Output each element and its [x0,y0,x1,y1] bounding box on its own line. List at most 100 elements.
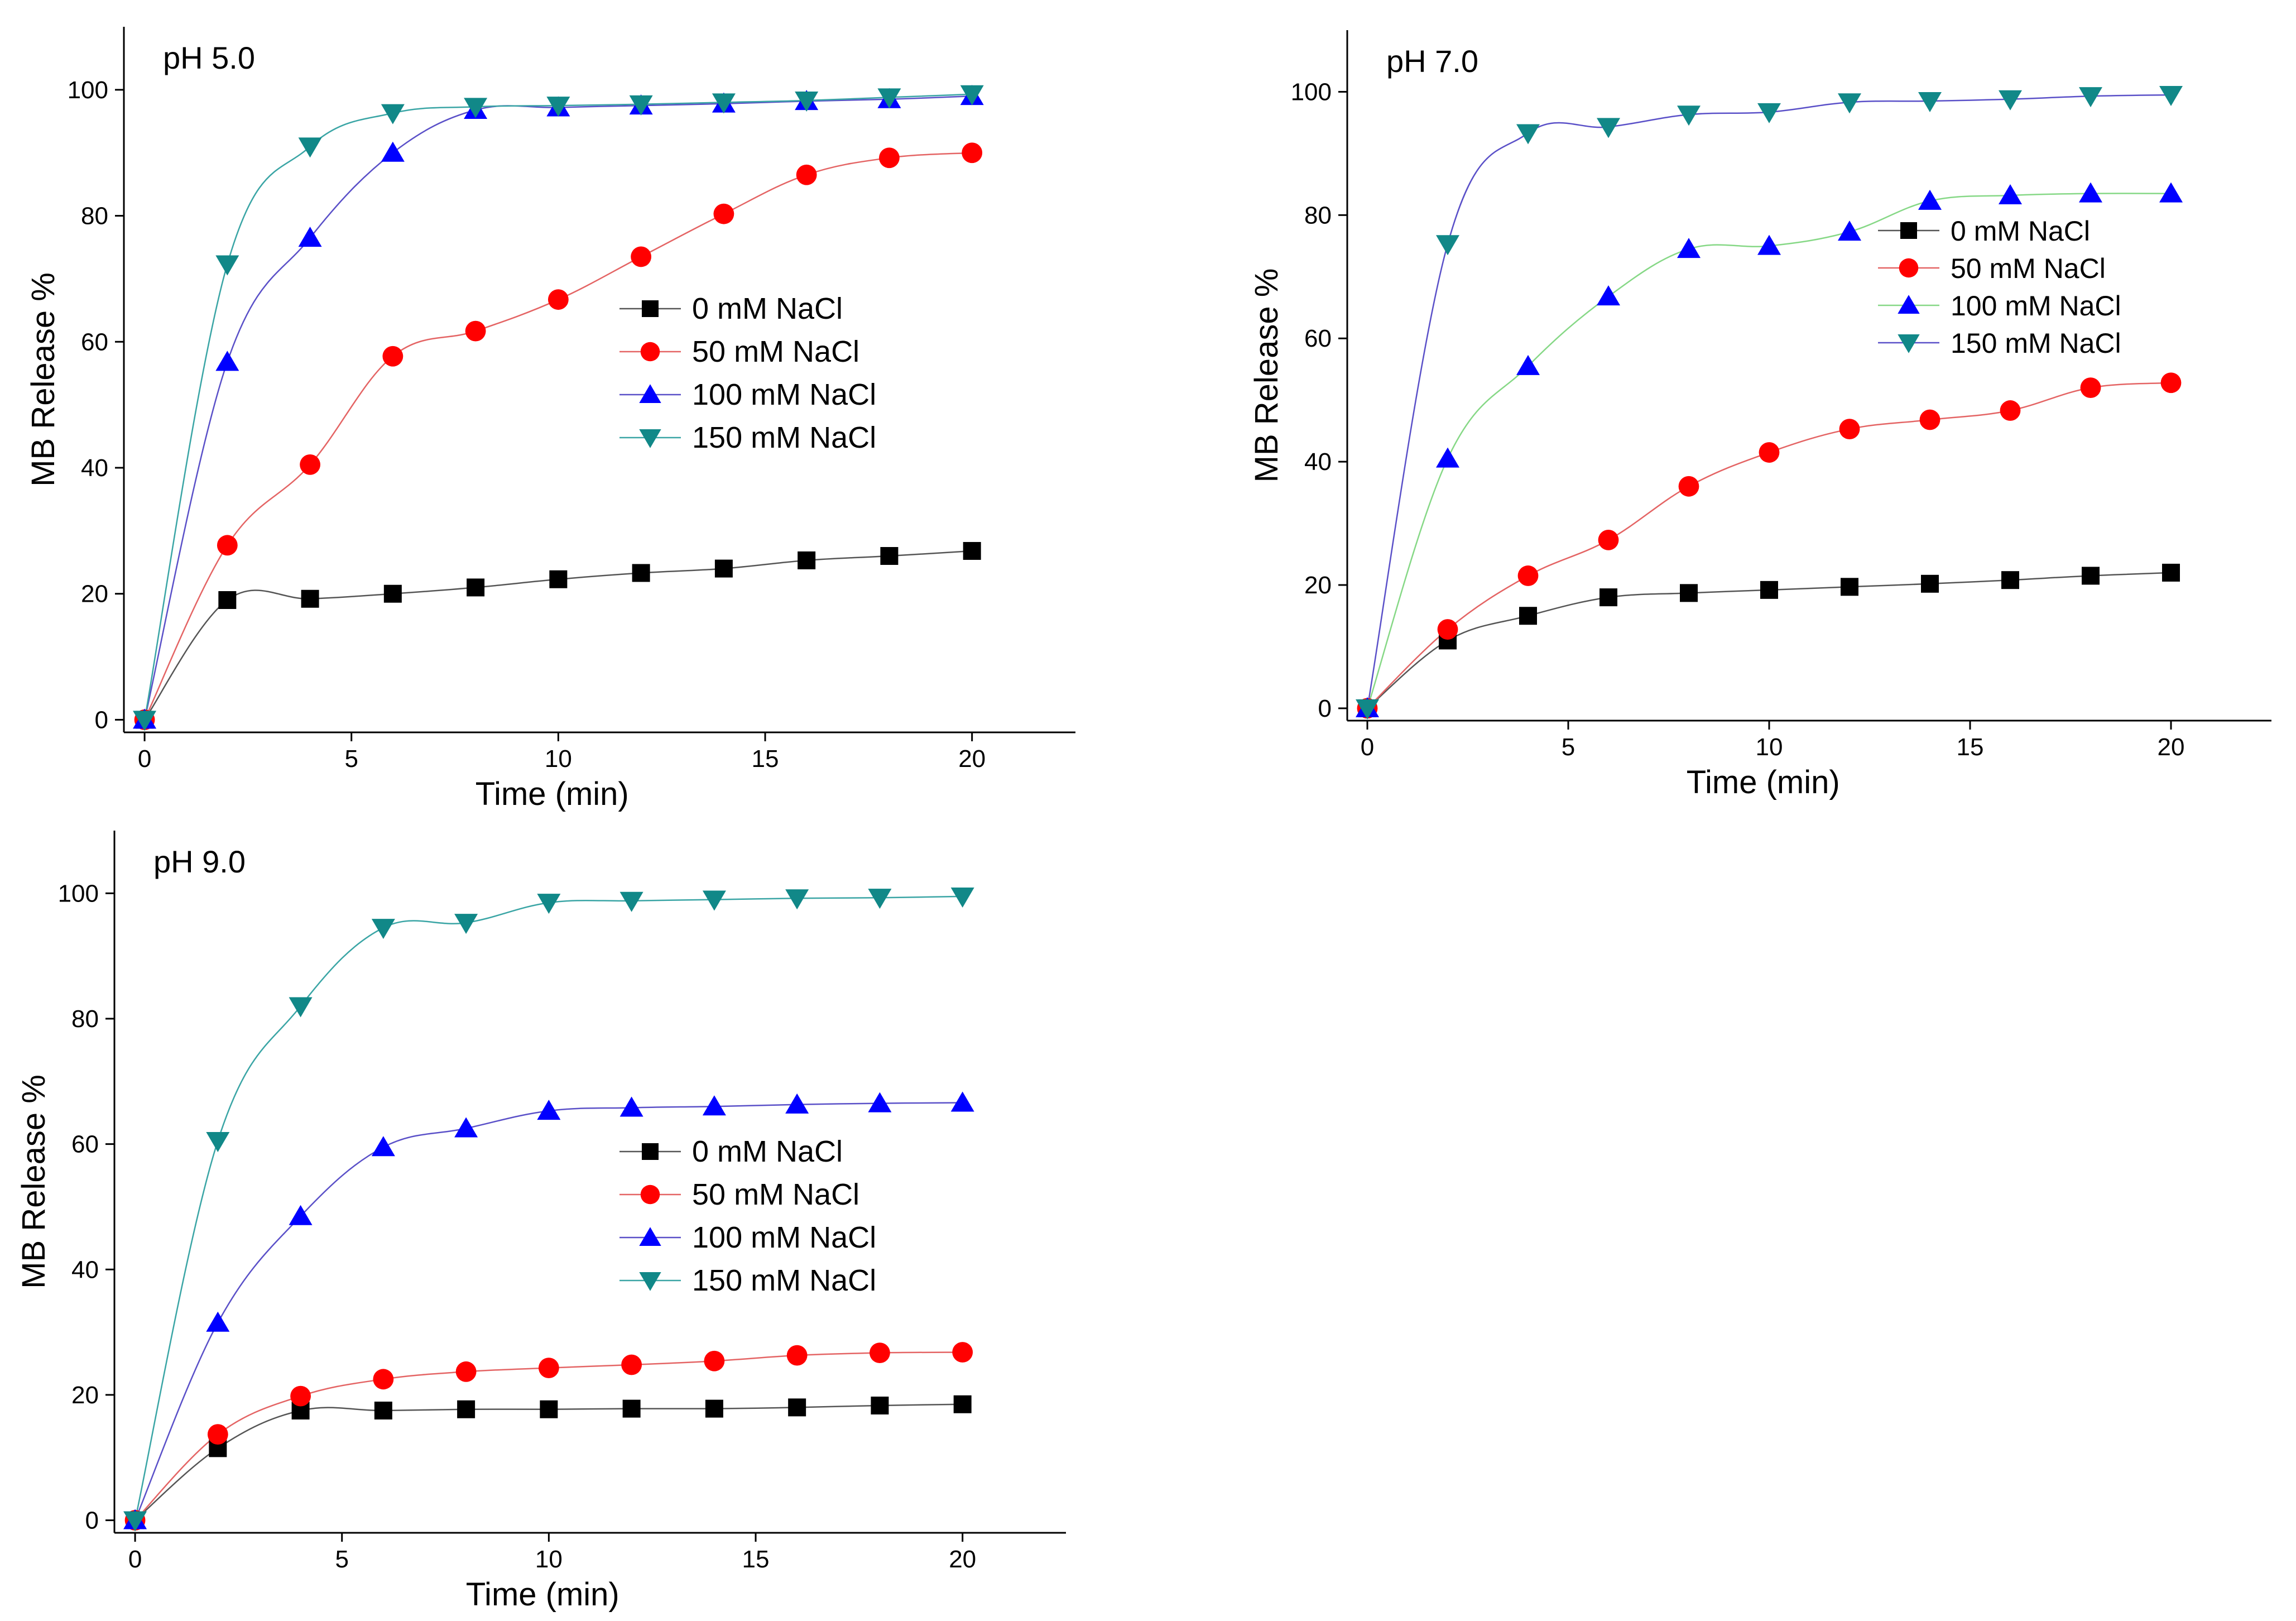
y-tick-label: 40 [81,454,108,482]
data-point [457,1400,475,1418]
data-point [373,1369,394,1390]
data-point [712,93,736,114]
data-point [868,889,892,909]
data-point [950,1091,974,1112]
x-tick-label: 15 [752,745,779,773]
legend: 0 mM NaCl 50 mM NaCl 100 mM NaCl 150 mM NaC… [1878,215,2121,359]
data-point [547,289,569,310]
x-tick-label: 20 [949,1546,976,1573]
legend-marker [639,429,661,448]
data-point [1839,419,1860,439]
legend-label: 100 mM NaCl [1951,290,2121,322]
legend-label: 100 mM NaCl [692,378,876,411]
x-tick-label: 5 [344,745,358,773]
y-axis-label: MB Release % [16,1075,52,1289]
data-point [1517,565,1539,586]
data-point [877,88,901,109]
y-tick-label: 80 [71,1005,99,1033]
data-point [1436,235,1459,256]
legend-marker [639,1227,661,1246]
y-tick-label: 20 [1304,572,1332,599]
x-axis-label: Time (min) [1687,764,1840,800]
series-line [134,1102,963,1521]
data-point [1597,118,1620,138]
data-point [123,1511,147,1532]
data-point [455,1361,477,1382]
data-point [619,1096,643,1117]
legend-label: 50 mM NaCl [692,335,859,368]
data-point [382,346,404,367]
data-point [1838,220,1861,241]
data-point [1516,124,1540,145]
data-point [880,547,899,565]
x-axis-label: Time (min) [475,776,629,812]
y-tick-label: 100 [1291,78,1332,105]
data-point [206,1131,230,1152]
data-point [1838,93,1861,114]
data-point [2080,377,2101,398]
data-point [371,919,395,939]
data-point [1516,354,1540,375]
legend: 0 mM NaCl 50 mM NaCl 100 mM NaCl 150 mM NaC… [619,292,876,454]
data-point [798,551,816,569]
data-point [952,1342,973,1363]
series-markers [123,1091,974,1529]
panel-title: pH 5.0 [163,40,255,75]
panel-title: pH 9.0 [153,844,246,879]
legend-marker [1898,334,1920,353]
data-point [702,1095,726,1116]
data-point [454,1117,478,1138]
x-tick-label: 15 [742,1546,770,1573]
legend-marker [639,1272,661,1291]
legend-marker [640,342,660,362]
data-point [383,584,402,603]
x-axis-label: Time (min) [466,1576,619,1613]
data-point [713,203,734,224]
y-tick-label: 20 [71,1382,99,1409]
data-point [1436,447,1459,468]
data-point [1918,92,1942,113]
data-point [963,541,981,560]
data-point [1680,584,1698,602]
series-line [144,550,972,721]
data-point [133,711,157,731]
data-point [714,559,733,578]
data-point [960,85,984,105]
series-markers [126,1395,972,1529]
data-point [796,164,817,185]
legend-label: 0 mM NaCl [692,292,843,325]
series-markers [134,142,983,730]
x-tick-label: 20 [958,745,986,773]
data-point [2079,87,2102,108]
data-point [381,104,405,124]
x-tick-label: 20 [2158,733,2185,761]
data-point [217,535,238,556]
data-point [1757,103,1781,123]
y-tick-label: 60 [1304,325,1332,352]
legend-marker [642,300,659,317]
legend-label: 150 mM NaCl [1951,328,2121,359]
data-point [2079,182,2102,203]
y-axis-label: MB Release % [1248,268,1285,483]
y-tick-label: 80 [81,203,108,230]
data-point [465,320,486,342]
x-tick-label: 5 [335,1546,348,1573]
chart-panel: 0 5 10 15 20 0 20 40 60 80 100 Time (min) MB Release… [16,831,1066,1613]
data-point [953,1395,972,1413]
legend-marker [1899,258,1919,278]
y-tick-label: 40 [1304,448,1332,476]
data-point [950,887,974,908]
data-point [1999,184,2022,204]
data-point [537,894,561,914]
panel-title: pH 7.0 [1386,44,1478,79]
data-point [298,227,322,247]
y-tick-label: 60 [81,328,108,356]
data-point [381,141,405,162]
data-point [2160,372,2182,394]
x-tick-label: 0 [1361,733,1374,761]
data-point [629,95,653,116]
x-tick-label: 15 [1957,733,1984,761]
x-tick-label: 0 [128,1546,142,1573]
legend-label: 50 mM NaCl [692,1178,859,1211]
